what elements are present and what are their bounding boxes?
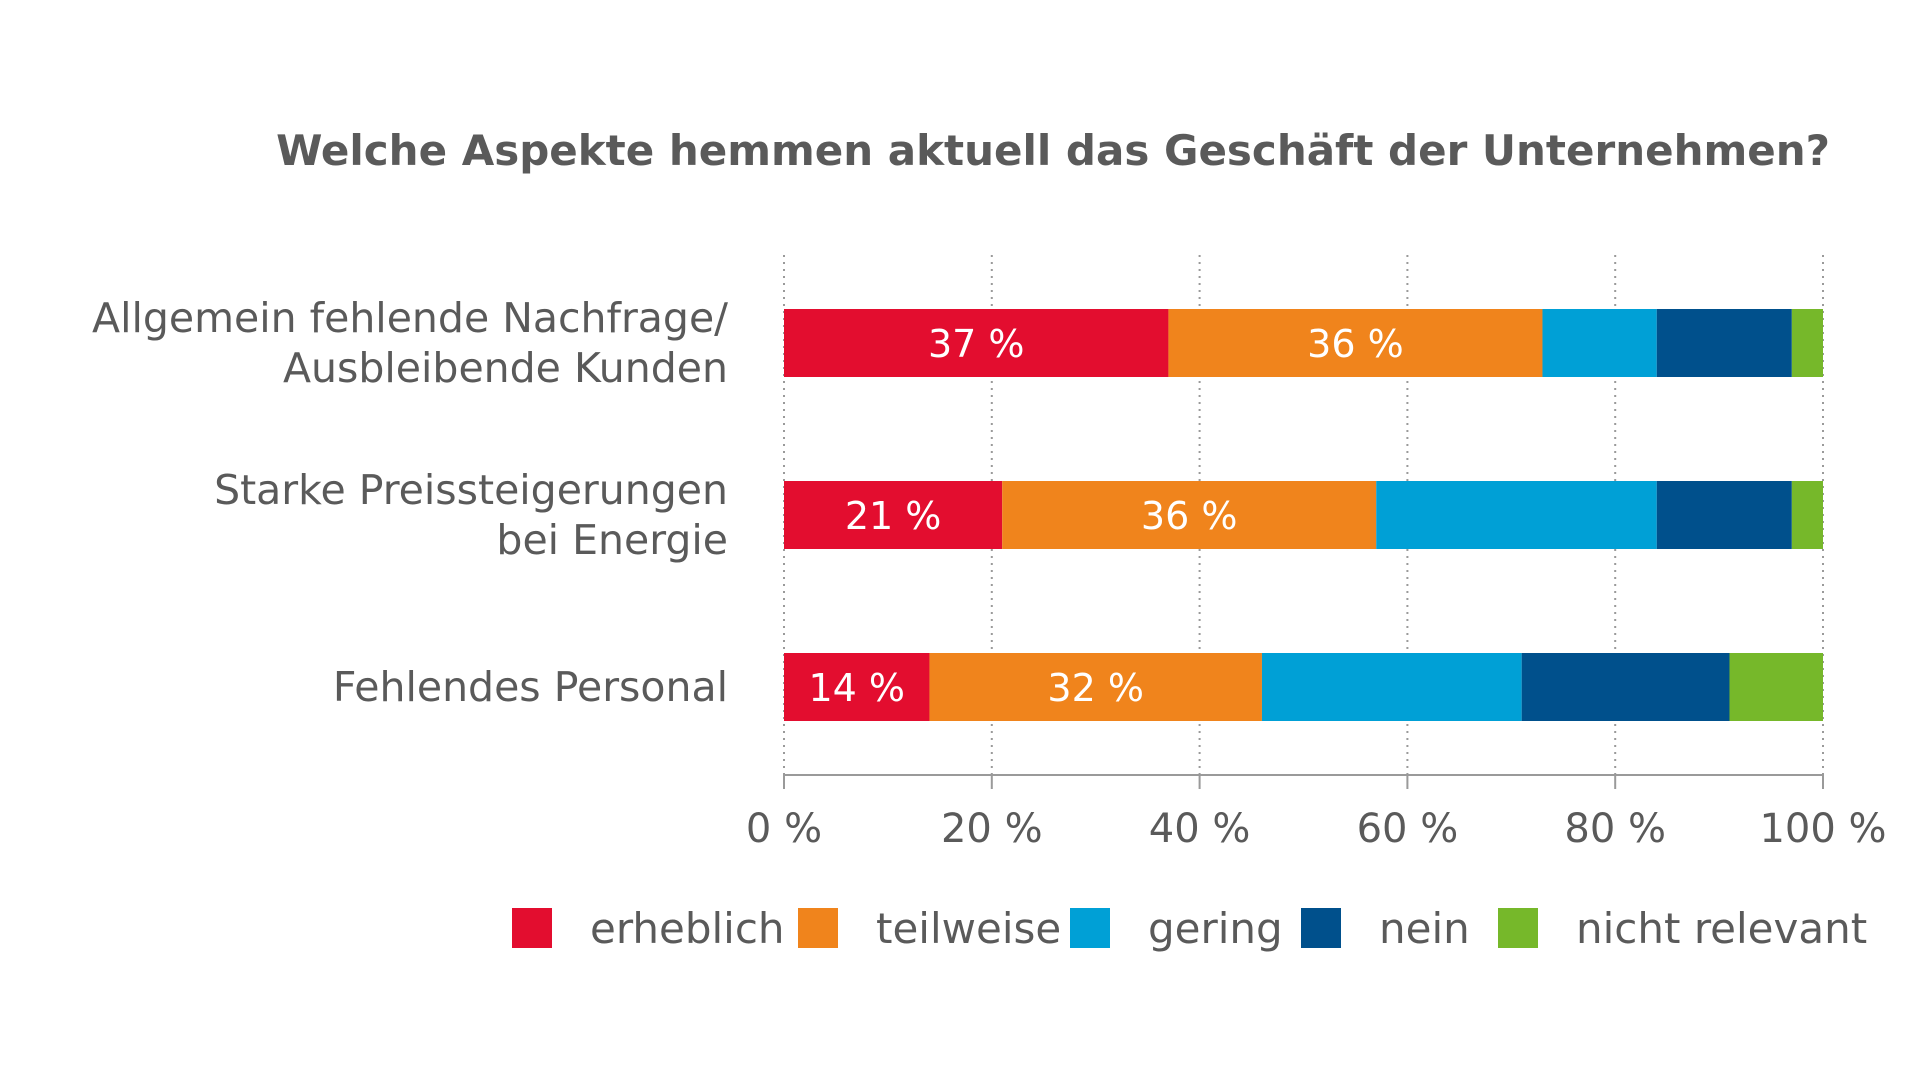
category-label-1-1: bei Energie xyxy=(496,516,728,564)
bar-nicht-relevant-2 xyxy=(1729,653,1823,721)
bar-nein-2 xyxy=(1521,653,1730,721)
bar-teilweise-0 xyxy=(1168,309,1543,377)
legend-label-teilweise: teilweise xyxy=(876,904,1061,953)
x-tick-label-3: 60 % xyxy=(1357,806,1459,852)
data-label-erheblich-1: 21 % xyxy=(845,494,942,538)
legend-swatch-nicht-relevant xyxy=(1498,908,1538,948)
category-labels: Allgemein fehlende Nachfrage/Ausbleibend… xyxy=(92,294,728,711)
category-label-0-0: Allgemein fehlende Nachfrage/ xyxy=(92,294,728,342)
legend-swatch-gering xyxy=(1070,908,1110,948)
bar-nein-0 xyxy=(1656,309,1792,377)
x-tick-label-1: 20 % xyxy=(941,806,1043,852)
data-label-erheblich-0: 37 % xyxy=(928,322,1025,366)
category-label-1-0: Starke Preissteigerungen xyxy=(214,466,728,514)
x-axis: 0 % 20 % 40 % 60 % 80 % 100 % xyxy=(746,774,1887,852)
x-tick-label-0: 0 % xyxy=(746,806,822,852)
data-label-teilweise-2: 32 % xyxy=(1047,666,1144,710)
data-label-erheblich-2: 14 % xyxy=(808,666,905,710)
chart-title: Welche Aspekte hemmen aktuell das Geschä… xyxy=(276,126,1830,175)
bar-nein-1 xyxy=(1656,481,1792,549)
bar-nicht-relevant-0 xyxy=(1791,309,1823,377)
legend-swatch-nein xyxy=(1301,908,1341,948)
legend-swatch-teilweise xyxy=(798,908,838,948)
bar-erheblich-0 xyxy=(784,309,1169,377)
legend-label-nein: nein xyxy=(1379,904,1470,953)
bar-nicht-relevant-1 xyxy=(1791,481,1823,549)
bar-teilweise-2 xyxy=(929,653,1262,721)
category-label-0-1: Ausbleibende Kunden xyxy=(283,344,728,392)
bars: 37 % 36 % 21 % 36 % 14 % 32 % xyxy=(784,309,1823,721)
legend-label-erheblich: erheblich xyxy=(590,904,785,953)
bar-gering-2 xyxy=(1261,653,1522,721)
x-tick-label-5: 100 % xyxy=(1759,806,1886,852)
category-label-2-0: Fehlendes Personal xyxy=(333,663,728,711)
legend: erheblich teilweise gering nein nicht releva… xyxy=(512,904,1867,953)
data-label-teilweise-0: 36 % xyxy=(1307,322,1404,366)
legend-label-nicht-relevant: nicht relevant xyxy=(1576,904,1867,953)
bar-gering-1 xyxy=(1376,481,1657,549)
bar-erheblich-1 xyxy=(784,481,1003,549)
bar-gering-0 xyxy=(1542,309,1657,377)
x-tick-label-2: 40 % xyxy=(1149,806,1251,852)
data-label-teilweise-1: 36 % xyxy=(1141,494,1238,538)
legend-label-gering: gering xyxy=(1148,904,1283,953)
x-tick-label-4: 80 % xyxy=(1564,806,1666,852)
bar-erheblich-2 xyxy=(784,653,930,721)
legend-swatch-erheblich xyxy=(512,908,552,948)
bar-teilweise-1 xyxy=(1002,481,1377,549)
